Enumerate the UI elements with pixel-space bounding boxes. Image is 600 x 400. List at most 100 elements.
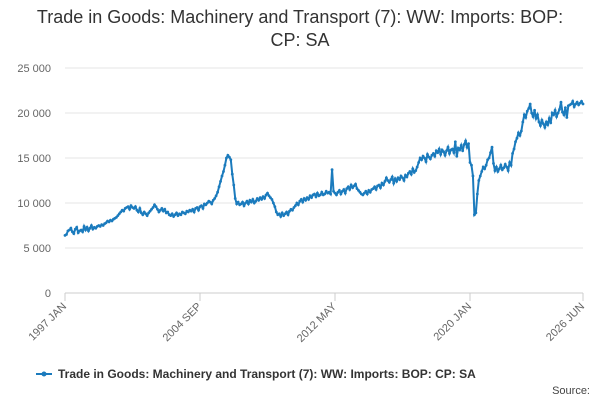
point (84, 228, 87, 232)
point (572, 105, 576, 109)
point (329, 192, 333, 196)
point (527, 107, 531, 110)
point (575, 100, 579, 104)
point (233, 197, 237, 200)
point (383, 180, 387, 183)
point (271, 201, 275, 205)
point (540, 118, 544, 122)
point (571, 99, 575, 103)
point (402, 179, 406, 182)
point (546, 123, 550, 127)
point (559, 100, 563, 104)
point (384, 176, 388, 180)
point (200, 204, 203, 208)
point (343, 191, 347, 195)
point (160, 207, 164, 210)
point (291, 208, 294, 212)
point (562, 113, 566, 117)
point (346, 185, 350, 189)
point (301, 200, 305, 204)
point (553, 108, 557, 112)
point (459, 144, 463, 147)
point (552, 113, 556, 117)
point (445, 149, 448, 153)
point (216, 190, 220, 194)
point (471, 174, 475, 178)
point (450, 147, 454, 151)
point (280, 211, 284, 215)
point (90, 224, 93, 227)
point (446, 145, 450, 149)
x-tick-label: 2026 JUN (544, 301, 587, 344)
point (492, 162, 495, 165)
point (310, 196, 313, 200)
y-tick-label: 0 (45, 288, 51, 300)
point (368, 190, 372, 194)
point (236, 200, 240, 204)
point (518, 134, 522, 137)
point (225, 156, 228, 160)
point (266, 191, 269, 195)
point (214, 194, 218, 198)
point (474, 211, 478, 215)
point (448, 152, 451, 155)
point (85, 225, 89, 229)
point (227, 155, 231, 159)
point (242, 204, 246, 208)
point (219, 180, 222, 183)
point (408, 170, 412, 173)
point (223, 163, 227, 167)
point (260, 198, 264, 201)
point (293, 204, 297, 208)
point (241, 200, 244, 204)
point (411, 167, 415, 171)
point (415, 165, 419, 169)
point (364, 189, 368, 193)
point (522, 113, 526, 117)
point (489, 151, 492, 155)
point (270, 198, 274, 201)
point (467, 142, 470, 146)
point (354, 182, 357, 186)
x-tick-label: 2004 SEP (161, 301, 205, 345)
point (443, 153, 447, 157)
point (480, 170, 484, 173)
point (126, 205, 130, 209)
point (509, 163, 513, 167)
point (374, 188, 378, 191)
point (483, 167, 487, 171)
point (274, 210, 278, 214)
point (487, 156, 491, 160)
point (409, 172, 413, 176)
point (461, 149, 465, 153)
point (493, 169, 497, 173)
point (217, 185, 221, 189)
point (543, 126, 547, 129)
point (141, 213, 145, 217)
point (395, 180, 399, 183)
point (464, 139, 468, 143)
point (154, 205, 158, 209)
point (65, 233, 68, 236)
x-tick-label: 2012 MAY (295, 300, 340, 345)
point (145, 214, 149, 218)
point (175, 211, 178, 215)
point (307, 198, 310, 201)
point (417, 161, 421, 164)
point (549, 121, 553, 125)
point (439, 153, 443, 156)
point (245, 199, 249, 203)
point (536, 113, 539, 117)
point (170, 212, 174, 216)
point (424, 160, 428, 164)
point (304, 198, 308, 202)
point (401, 176, 404, 180)
point (377, 183, 381, 187)
point (315, 191, 319, 195)
point (517, 131, 520, 135)
point (365, 192, 369, 196)
point (512, 147, 516, 151)
point (249, 200, 253, 204)
